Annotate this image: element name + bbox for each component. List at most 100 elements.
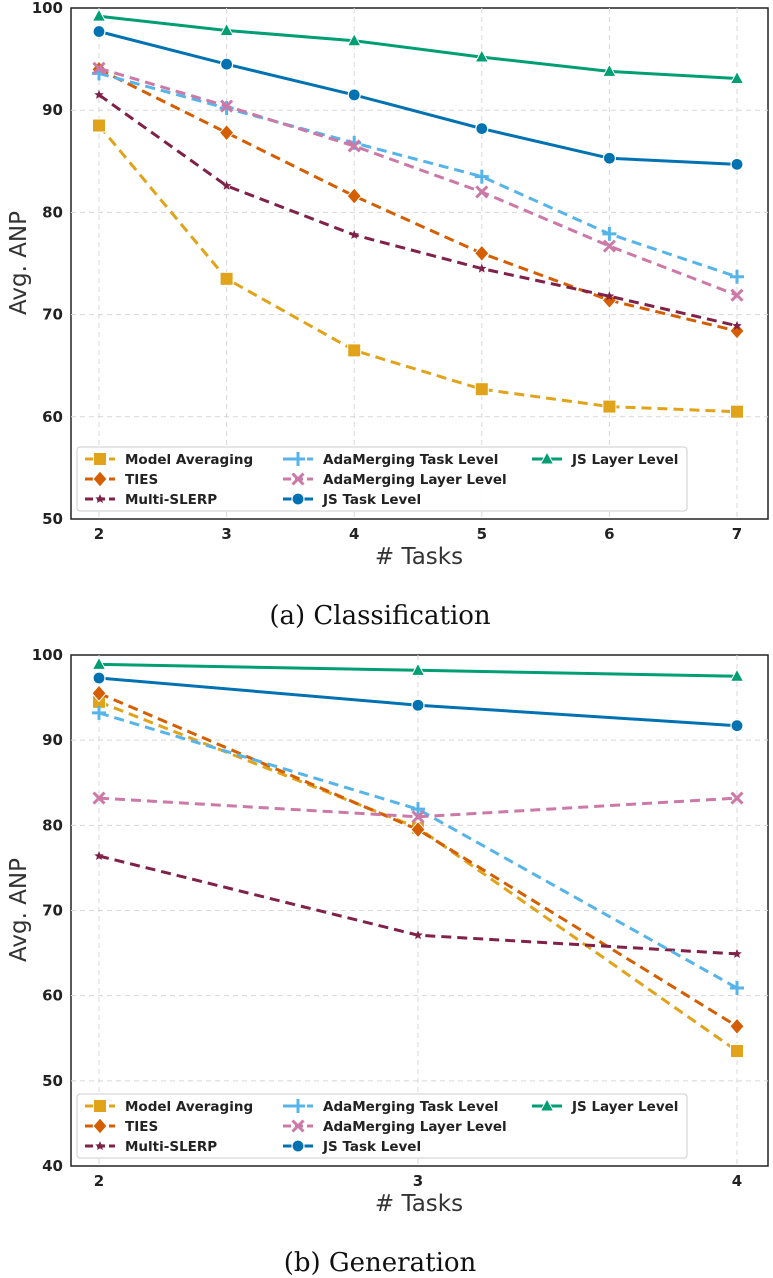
data-point-adamerging_task xyxy=(474,169,489,184)
data-point-adamerging_layer xyxy=(730,288,744,302)
data-point-adamerging_layer xyxy=(347,139,361,153)
y-tick-label: 50 xyxy=(42,1072,63,1090)
y-tick-label: 60 xyxy=(42,408,63,426)
data-point-js_layer xyxy=(346,32,362,47)
data-point-adamerging_layer xyxy=(411,810,425,824)
data-point-js_task xyxy=(220,57,234,71)
x-tick-label: 7 xyxy=(732,525,742,543)
classification-panel: 50 60 70 80 90 100 2 3 4 5 6 7 Model Averaging TIES… xyxy=(6,0,769,631)
legend-label-adamerging_layer: AdaMerging Layer Level xyxy=(323,1119,507,1135)
data-point-js_task xyxy=(730,719,744,733)
y-axis-label-generation: Avg. ANP xyxy=(6,858,32,962)
series-line-multi_slerp xyxy=(98,93,738,328)
series-line-ties xyxy=(98,67,738,333)
data-point-js_task xyxy=(92,671,106,685)
data-point-js_layer xyxy=(474,49,490,63)
data-point-ties xyxy=(91,684,107,703)
x-ticks-classification: 2 3 4 5 6 7 xyxy=(94,525,742,543)
legend-classification: Model Averaging TIES Multi-SLERP AdaMerging… xyxy=(76,446,688,512)
data-point-adamerging_task xyxy=(602,226,617,241)
data-point-multi_slerp xyxy=(221,180,232,190)
legend-marker-multi_slerp xyxy=(95,1141,105,1151)
data-point-js_layer xyxy=(410,662,426,676)
y-tick-label: 90 xyxy=(42,731,63,749)
legend-label-js_layer: JS Layer Level xyxy=(571,1099,678,1115)
x-tick-label: 3 xyxy=(221,525,231,543)
y-tick-label: 40 xyxy=(42,1157,63,1175)
y-tick-label: 90 xyxy=(42,101,63,119)
legend-marker-model_averaging xyxy=(93,452,107,466)
data-point-multi_slerp xyxy=(413,930,423,940)
data-point-js_layer xyxy=(602,63,617,77)
x-axis-label-classification: # Tasks xyxy=(375,544,463,570)
caption-generation: (b) Generation xyxy=(284,1248,477,1278)
legend-label-adamerging_task: AdaMerging Task Level xyxy=(323,1099,498,1115)
data-point-js_task xyxy=(602,151,617,165)
series-line-model_averaging xyxy=(97,124,738,414)
y-tick-label: 100 xyxy=(32,646,63,664)
legend-box xyxy=(76,1093,688,1159)
data-point-adamerging_layer xyxy=(220,99,234,113)
series-line-js_task xyxy=(98,30,738,166)
data-point-ties xyxy=(729,1017,745,1036)
series-classification xyxy=(91,8,745,419)
legend-marker-js_layer xyxy=(539,450,555,465)
data-point-adamerging_layer xyxy=(602,239,616,253)
x-tick-label: 6 xyxy=(604,525,614,543)
y-tick-label: 80 xyxy=(42,203,63,221)
y-ticks-classification: 50 60 70 80 90 100 xyxy=(32,0,63,528)
legend-label-model_averaging: Model Averaging xyxy=(125,452,253,468)
data-point-js_task xyxy=(730,157,744,171)
y-tick-label: 70 xyxy=(42,902,63,920)
legend-marker-adamerging_layer xyxy=(291,472,305,486)
data-point-multi_slerp xyxy=(94,89,104,99)
data-point-adamerging_task xyxy=(92,705,106,720)
caption-classification: (a) Classification xyxy=(269,601,491,631)
data-point-js_layer xyxy=(729,70,745,85)
legend-marker-ties xyxy=(92,470,108,488)
data-point-js_layer xyxy=(219,22,234,36)
legend-marker-adamerging_task xyxy=(291,1099,305,1113)
legend-marker-adamerging_task xyxy=(291,452,305,466)
data-point-js_task xyxy=(347,88,361,102)
legend-box xyxy=(76,446,688,512)
legend-generation: Model Averaging TIES Multi-SLERP AdaMerging… xyxy=(76,1093,688,1159)
x-tick-label: 4 xyxy=(732,1172,742,1190)
data-point-multi_slerp xyxy=(477,263,487,273)
data-point-adamerging_task xyxy=(730,269,744,284)
data-point-js_layer xyxy=(91,8,107,22)
series-line-adamerging_layer xyxy=(98,66,738,297)
legend-label-multi_slerp: Multi-SLERP xyxy=(125,1139,217,1155)
y-axis-label-classification: Avg. ANP xyxy=(6,211,32,315)
data-point-js_layer xyxy=(729,668,745,682)
data-point-ties xyxy=(346,187,362,205)
data-point-adamerging_task xyxy=(730,981,744,996)
legend-label-ties: TIES xyxy=(125,1119,158,1135)
grid-generation xyxy=(71,655,768,1166)
data-point-js_task xyxy=(92,24,106,39)
data-point-js_task xyxy=(475,121,489,136)
data-point-model_averaging xyxy=(92,118,106,133)
legend-marker-model_averaging xyxy=(93,1099,107,1113)
legend-label-multi_slerp: Multi-SLERP xyxy=(125,492,217,508)
legend-marker-js_task xyxy=(291,492,305,506)
legend-label-js_task: JS Task Level xyxy=(322,492,421,508)
legend-marker-adamerging_layer xyxy=(291,1119,305,1133)
data-point-js_task xyxy=(411,698,425,712)
y-ticks-generation: 40 50 60 70 80 90 100 xyxy=(32,646,63,1175)
x-axis-label-generation: # Tasks xyxy=(375,1191,463,1217)
data-point-model_averaging xyxy=(347,343,362,358)
legend-label-js_task: JS Task Level xyxy=(322,1139,421,1155)
x-tick-label: 2 xyxy=(94,525,104,543)
grid-classification xyxy=(71,8,768,519)
data-point-js_layer xyxy=(91,656,107,670)
legend-label-model_averaging: Model Averaging xyxy=(125,1099,253,1115)
data-point-multi_slerp xyxy=(732,948,742,958)
x-tick-label: 2 xyxy=(94,1172,104,1190)
legend-marker-ties xyxy=(92,1117,108,1135)
x-tick-label: 4 xyxy=(349,525,359,543)
x-tick-label: 5 xyxy=(477,525,487,543)
data-point-multi_slerp xyxy=(604,291,615,301)
